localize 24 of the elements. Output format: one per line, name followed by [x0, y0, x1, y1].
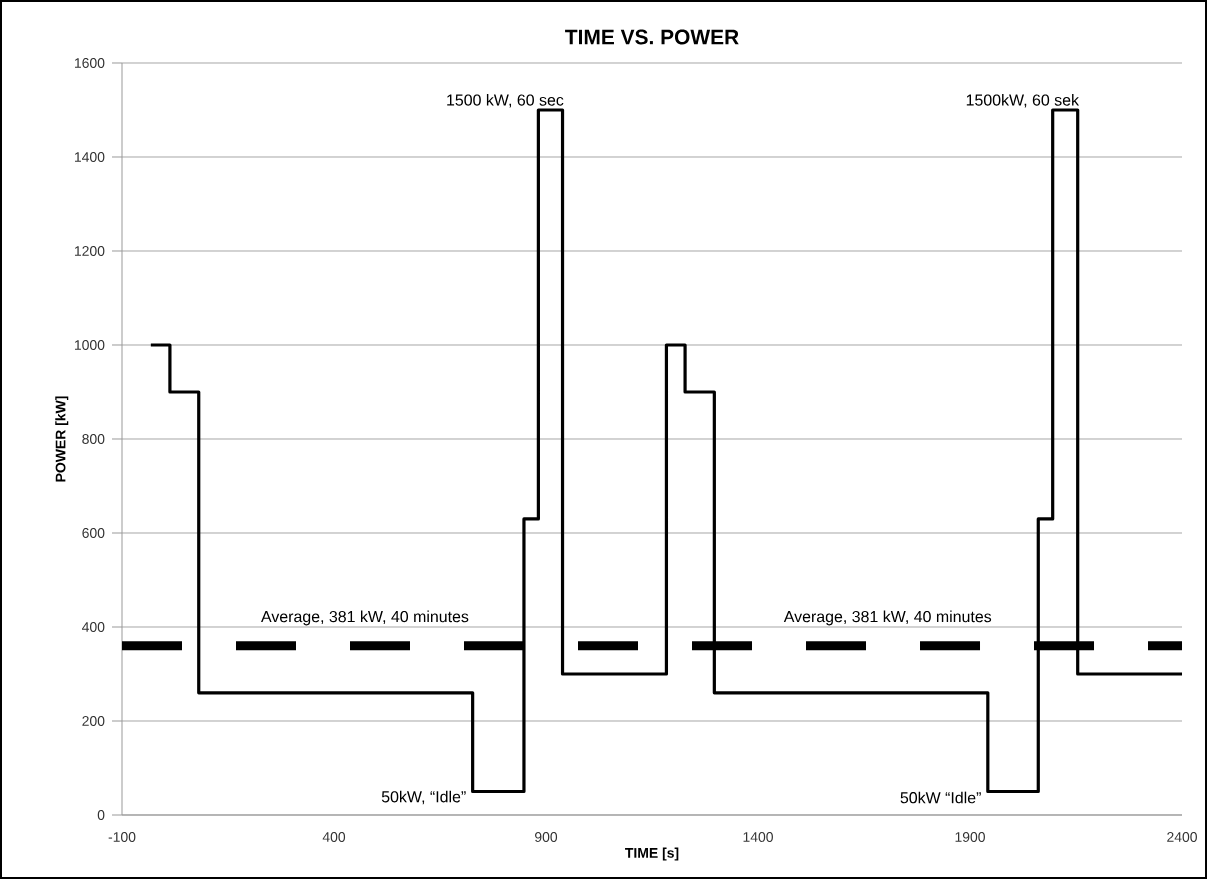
x-tick-label: 2400 [1167, 832, 1197, 842]
y-tick-label: 600 [82, 528, 105, 538]
x-tick-label: -100 [108, 832, 136, 842]
annotation: 50kW “Idle” [900, 791, 981, 804]
annotation: Average, 381 kW, 40 minutes [261, 610, 469, 626]
annotation: 1500 kW, 60 sec [447, 93, 564, 108]
x-axis-title: TIME [s] [625, 847, 679, 861]
chart-title: TIME VS. POWER [565, 29, 739, 45]
y-tick-label: 200 [82, 716, 105, 726]
y-tick-label: 1000 [74, 340, 105, 350]
y-tick-label: 1600 [74, 58, 105, 68]
annotation: 1500kW, 60 sek [966, 93, 1080, 108]
y-tick-label: 0 [97, 810, 105, 820]
x-tick-label: 400 [322, 832, 346, 842]
x-tick-label: 900 [535, 832, 558, 842]
annotation: 50kW, “Idle” [381, 790, 466, 805]
x-tick-label: 1400 [743, 832, 773, 842]
y-tick-label: 1400 [74, 152, 105, 162]
y-tick-label: 400 [82, 622, 105, 632]
annotation: Average, 381 kW, 40 minutes [783, 610, 992, 626]
y-tick-label: 800 [82, 434, 105, 444]
y-tick-label: 1200 [74, 246, 105, 256]
y-axis-title: POWER [kW] [55, 396, 69, 482]
x-tick-label: 1900 [955, 832, 985, 842]
